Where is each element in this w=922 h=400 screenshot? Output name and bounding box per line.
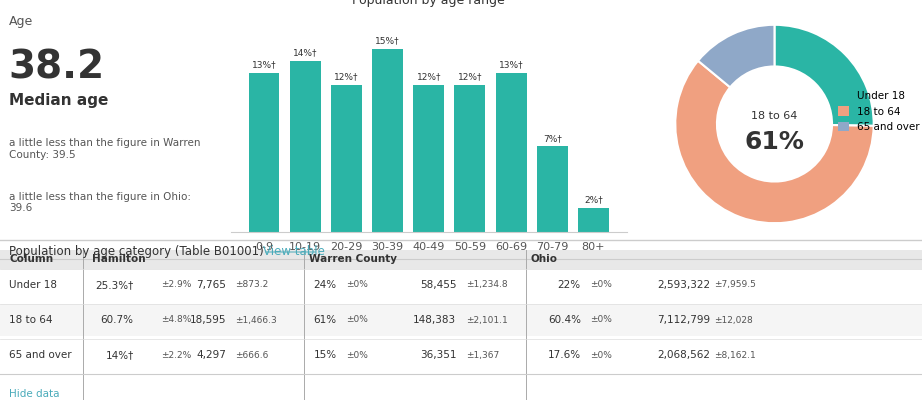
Text: 38.2: 38.2	[9, 48, 105, 86]
Legend: Under 18, 18 to 64, 65 and over: Under 18, 18 to 64, 65 and over	[834, 87, 922, 136]
Text: 4,297: 4,297	[196, 350, 226, 360]
Text: Show data / Embed: Show data / Embed	[526, 262, 627, 272]
FancyBboxPatch shape	[0, 304, 922, 336]
Text: 18 to 64: 18 to 64	[9, 315, 53, 325]
Text: 15%: 15%	[313, 350, 337, 360]
Text: Under 18: Under 18	[9, 280, 57, 290]
Text: 18 to 64: 18 to 64	[751, 111, 798, 121]
Text: 36,351: 36,351	[420, 350, 456, 360]
Text: ±0%: ±0%	[590, 351, 612, 360]
Text: 61%: 61%	[313, 315, 337, 325]
Title: Population by age range: Population by age range	[352, 0, 505, 7]
Text: a little less than the figure in Warren
County: 39.5: a little less than the figure in Warren …	[9, 138, 200, 160]
Text: Hide data: Hide data	[9, 389, 60, 399]
Wedge shape	[698, 25, 774, 87]
FancyBboxPatch shape	[0, 269, 922, 301]
Bar	[455, 85, 485, 232]
Bar	[496, 73, 526, 232]
Bar	[331, 85, 361, 232]
Bar	[413, 85, 444, 232]
Text: View table: View table	[263, 245, 325, 258]
Text: ±873.2: ±873.2	[235, 280, 268, 289]
Text: 7,765: 7,765	[196, 280, 226, 290]
Text: 17.6%: 17.6%	[548, 350, 581, 360]
Text: a little less than the figure in Ohio:
39.6: a little less than the figure in Ohio: 3…	[9, 192, 191, 213]
Text: 148,383: 148,383	[413, 315, 456, 325]
Text: 15%†: 15%†	[375, 36, 400, 45]
Text: 58,455: 58,455	[420, 280, 456, 290]
Text: 12%†: 12%†	[457, 73, 482, 82]
Bar	[249, 73, 279, 232]
Text: ±7,959.5: ±7,959.5	[715, 280, 756, 289]
Text: 12%†: 12%†	[417, 73, 441, 82]
Bar	[372, 49, 403, 232]
Text: ±0%: ±0%	[346, 280, 368, 289]
Text: 13%†: 13%†	[499, 60, 524, 70]
Wedge shape	[774, 25, 874, 126]
Text: 7%†: 7%†	[543, 134, 561, 143]
Text: Warren County: Warren County	[309, 254, 396, 264]
Text: 13%†: 13%†	[252, 60, 277, 70]
FancyBboxPatch shape	[0, 250, 922, 269]
Text: ±1,234.8: ±1,234.8	[466, 280, 507, 289]
Bar	[578, 208, 609, 232]
Text: Ohio: Ohio	[530, 254, 557, 264]
Text: ±1,367: ±1,367	[466, 351, 499, 360]
Text: ±12,028: ±12,028	[715, 316, 753, 324]
Text: ±0%: ±0%	[590, 280, 612, 289]
Text: 2%†: 2%†	[585, 195, 603, 204]
Wedge shape	[675, 61, 874, 223]
Text: Age: Age	[9, 15, 33, 28]
Text: 14%†: 14%†	[293, 48, 317, 57]
Bar	[290, 61, 321, 232]
Text: ±1,466.3: ±1,466.3	[235, 316, 277, 324]
Text: 7,112,799: 7,112,799	[656, 315, 710, 325]
Text: 61%: 61%	[745, 130, 804, 154]
Text: 25.3%†: 25.3%†	[96, 280, 134, 290]
Text: 12%†: 12%†	[334, 73, 359, 82]
Text: ±2.9%: ±2.9%	[161, 280, 192, 289]
Text: ±2.2%: ±2.2%	[161, 351, 192, 360]
Text: ±0%: ±0%	[346, 316, 368, 324]
Text: 22%: 22%	[558, 280, 581, 290]
Text: Population by age category (Table B01001): Population by age category (Table B01001…	[9, 245, 264, 258]
Text: ±8,162.1: ±8,162.1	[715, 351, 756, 360]
Text: 60.7%: 60.7%	[100, 315, 134, 325]
Text: ±4.8%: ±4.8%	[161, 316, 192, 324]
Text: 60.4%: 60.4%	[548, 315, 581, 325]
Text: 2,593,322: 2,593,322	[656, 280, 710, 290]
Text: 2,068,562: 2,068,562	[657, 350, 710, 360]
Text: 18,595: 18,595	[189, 315, 226, 325]
Text: 65 and over: 65 and over	[9, 350, 72, 360]
Text: 24%: 24%	[313, 280, 337, 290]
Text: Hide data / Embed: Hide data / Embed	[797, 268, 893, 278]
Text: ±666.6: ±666.6	[235, 351, 268, 360]
FancyBboxPatch shape	[0, 339, 922, 371]
Text: Column: Column	[9, 254, 53, 264]
Text: 14%†: 14%†	[105, 350, 134, 360]
Text: ±2,101.1: ±2,101.1	[466, 316, 507, 324]
Text: Median age: Median age	[9, 93, 108, 108]
Text: ±0%: ±0%	[590, 316, 612, 324]
Bar	[537, 146, 568, 232]
Text: Hamilton: Hamilton	[92, 254, 146, 264]
Text: ±0%: ±0%	[346, 351, 368, 360]
